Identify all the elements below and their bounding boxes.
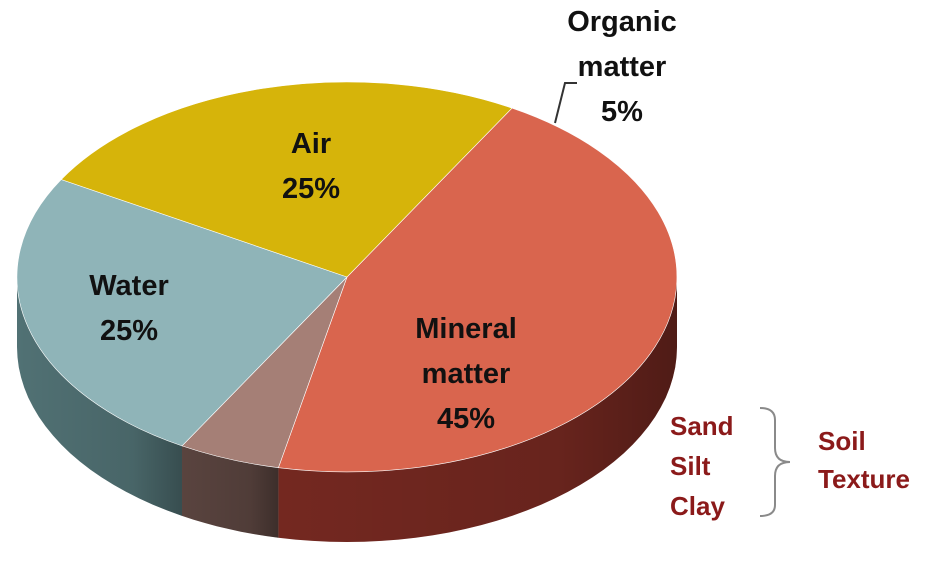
texture-item-silt: Silt: [670, 451, 711, 481]
mineral-matter-percent-label: 45%: [437, 403, 495, 435]
air-name-label: Air: [291, 128, 331, 160]
slice-side-shade-organic-matter: [182, 445, 279, 538]
organic-matter-percent-label: 5%: [601, 96, 643, 128]
texture-item-clay: Clay: [670, 491, 725, 521]
soil-texture-label: Soil: [818, 426, 866, 456]
slice-side-shade-air: [17, 277, 182, 516]
pie-sides: [17, 277, 677, 542]
organic-matter-leader-line: [554, 82, 577, 124]
slice-air: [16, 179, 348, 447]
slice-mineral-matter: [277, 107, 678, 473]
air-percent-label: 25%: [282, 173, 340, 205]
organic-matter-name-label: matter: [578, 51, 667, 83]
organic-matter-name-label: Organic: [567, 6, 677, 38]
slice-side-shade-mineral-matter: [278, 277, 677, 542]
slice-water: [60, 81, 513, 278]
water-percent-label: 25%: [100, 315, 158, 347]
soil-texture-annotation: Sand Silt Clay Soil Texture: [670, 407, 910, 521]
mineral-matter-name-label: Mineral: [415, 313, 517, 345]
texture-item-sand: Sand: [670, 411, 734, 441]
water-name-label: Water: [89, 270, 169, 302]
slice-labels: Mineral matter 45% Organic matter 5% Air 25% Wat…: [89, 6, 677, 435]
mineral-matter-name-label: matter: [422, 358, 511, 390]
texture-bracket: [759, 407, 791, 517]
soil-texture-label: Texture: [818, 464, 910, 494]
pie-slices: [16, 81, 678, 473]
